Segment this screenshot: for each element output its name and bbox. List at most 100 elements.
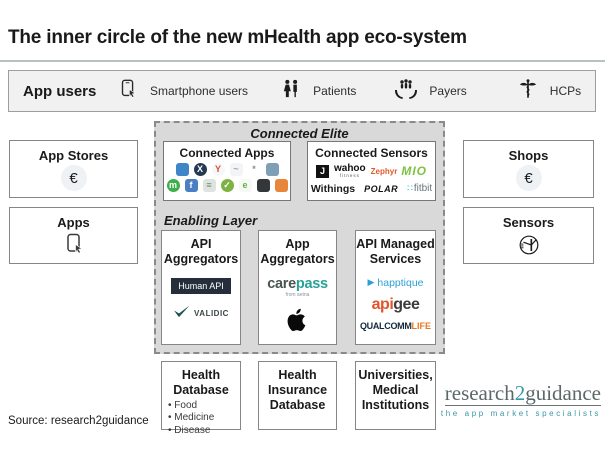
connected-app-icon: m — [166, 179, 180, 193]
page-title: The inner circle of the new mHealth app … — [8, 27, 467, 48]
research2guidance-wordmark: research2guidance — [444, 381, 601, 406]
connected-app-icon — [175, 163, 189, 177]
connected-app-icon: ≡ — [202, 179, 216, 193]
enabling-layer-label: Enabling Layer — [164, 213, 258, 228]
bar-item-hcps: HCPs — [517, 78, 581, 105]
validic-wordmark: VALIDIC — [194, 309, 229, 318]
universities-box: Universities, Medical Institutions — [355, 361, 436, 430]
connected-app-icon — [265, 163, 279, 177]
apigee-logo: apigee — [356, 295, 435, 313]
smartphone-touch-icon — [117, 78, 139, 105]
sensor-brands-row1: J wahoo fitness Zephyr MIO — [308, 164, 435, 179]
connected-sensors-title: Connected Sensors — [315, 146, 428, 160]
connected-apps-icons-row1: X Y ~ * — [164, 163, 290, 177]
app-users-bar: App users Smartphone users Pat — [8, 70, 596, 112]
happtique-logo: ▶ happtique — [356, 277, 435, 289]
logo-part3: guidance — [525, 381, 601, 405]
sensors-box: Sensors — [463, 207, 594, 264]
carepass-part1: care — [267, 275, 296, 292]
bar-item-label: Smartphone users — [150, 84, 249, 98]
carepass-logo: carepass — [259, 275, 336, 292]
euro-icon: € — [515, 165, 542, 192]
connected-apps-title: Connected Apps — [179, 146, 275, 160]
connected-apps-box: Connected Apps X Y ~ * m f ≡ ✓ e — [163, 141, 291, 201]
logo-part2: 2 — [514, 381, 526, 405]
payers-hands-icon — [394, 77, 418, 106]
logo-part1: research — [444, 381, 515, 405]
connected-app-icon: ~ — [229, 163, 243, 177]
happtique-play-icon: ▶ — [367, 277, 375, 287]
api-aggregators-box: API Aggregators Human API VALIDIC — [161, 230, 241, 345]
sensor-schematic-icon — [464, 232, 593, 263]
apigee-part1: api — [371, 295, 394, 313]
connected-app-icon: X — [193, 163, 207, 177]
connected-apps-icons-row2: m f ≡ ✓ e — [164, 179, 290, 193]
qualcomm-life-logo: QUALCOMMLIFE — [356, 320, 435, 331]
app-stores-box: App Stores € — [9, 140, 138, 198]
happtique-wordmark: happtique — [377, 276, 424, 289]
connected-app-icon: ✓ — [220, 179, 234, 193]
polar-logo: POLAR — [364, 183, 399, 194]
bar-item-patients: Patients — [280, 78, 356, 105]
jawbone-logo: J — [315, 164, 329, 178]
bar-item-smartphone-users: Smartphone users — [117, 78, 248, 105]
connected-app-icon: Y — [211, 163, 225, 177]
api-aggregators-title: API Aggregators — [163, 237, 239, 266]
health-database-box: Health Database Food Medicine Disease — [161, 361, 241, 436]
research2guidance-logo: research2guidance the app market special… — [441, 383, 601, 418]
apple-logo-icon — [259, 307, 336, 338]
connected-app-icon: f — [184, 179, 198, 193]
universities-title: Universities, Medical Institutions — [358, 368, 433, 412]
connected-sensors-box: Connected Sensors J wahoo fitness Zephyr… — [307, 141, 436, 201]
bar-item-label: HCPs — [549, 84, 582, 98]
bullet-item: Disease — [168, 425, 240, 438]
zephyr-logo: Zephyr — [370, 166, 398, 176]
validic-logo: VALIDIC — [162, 305, 240, 323]
carepass-subtext: from aetna — [285, 292, 310, 298]
wahoo-sub: fitness — [339, 173, 360, 179]
validic-check-icon — [173, 305, 190, 323]
fitbit-logo: ∷fitbit — [407, 183, 432, 194]
withings-logo: Withings — [310, 182, 356, 195]
app-users-label: App users — [23, 82, 97, 100]
fitbit-dots-icon: ∷ — [407, 183, 413, 194]
sensors-title: Sensors — [502, 215, 555, 230]
connected-app-icon: e — [238, 179, 252, 193]
wahoo-wordmark: wahoo — [333, 163, 366, 175]
app-aggregators-box: App Aggregators carepass from aetna — [258, 230, 337, 345]
apps-box: Apps — [9, 207, 138, 264]
bullet-item: Food — [168, 400, 240, 413]
qualcomm-part1: QUALCOMM — [359, 320, 412, 331]
shops-box: Shops € — [463, 140, 594, 198]
apigee-part2: gee — [393, 295, 420, 313]
health-database-title: Health Database — [173, 368, 229, 397]
connected-app-icon: * — [247, 163, 261, 177]
bar-item-label: Patients — [313, 84, 357, 98]
euro-icon: € — [60, 165, 87, 192]
mio-logo: MIO — [401, 164, 427, 179]
qualcomm-part2: LIFE — [411, 320, 432, 331]
wahoo-logo: wahoo fitness — [334, 164, 366, 179]
source-note: Source: research2guidance — [8, 415, 149, 427]
app-aggregators-title: App Aggregators — [260, 237, 335, 266]
health-insurance-database-title: Health Insurance Database — [267, 368, 328, 412]
sensor-brands-row2: Withings POLAR ∷fitbit — [308, 183, 435, 195]
bar-item-payers: Payers — [394, 77, 467, 106]
shops-title: Shops — [508, 148, 549, 163]
api-managed-services-box: API Managed Services ▶ happtique apigee … — [355, 230, 436, 345]
bar-item-label: Payers — [429, 84, 467, 98]
smartphone-touch-icon — [10, 232, 137, 261]
carepass-part2: pass — [295, 275, 328, 292]
fitbit-wordmark: fitbit — [413, 183, 433, 195]
app-stores-title: App Stores — [38, 148, 109, 163]
connected-app-icon — [274, 179, 288, 193]
health-database-bullets: Food Medicine Disease — [162, 398, 240, 438]
connected-elite-label: Connected Elite — [250, 126, 349, 141]
patients-icon — [280, 78, 302, 105]
apps-title: Apps — [57, 215, 90, 230]
api-managed-services-title: API Managed Services — [356, 237, 435, 266]
title-divider — [0, 60, 605, 62]
human-api-logo: Human API — [171, 277, 231, 294]
logo-tagline: the app market specialists — [440, 409, 601, 418]
